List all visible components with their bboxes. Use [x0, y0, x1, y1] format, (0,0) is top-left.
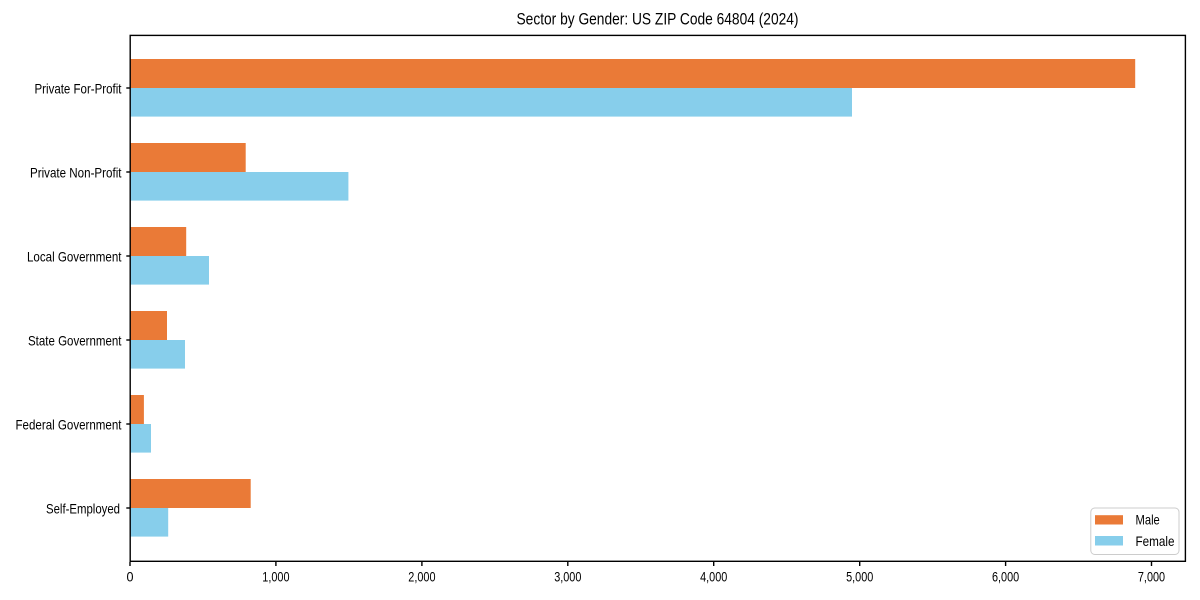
- svg-text:7,000: 7,000: [1138, 569, 1165, 585]
- svg-text:Male: Male: [1136, 511, 1160, 527]
- svg-text:Female: Female: [1136, 533, 1175, 549]
- svg-text:3,000: 3,000: [554, 569, 581, 585]
- svg-text:Private For-Profit: Private For-Profit: [35, 80, 122, 96]
- svg-text:4,000: 4,000: [700, 569, 727, 585]
- svg-text:1,000: 1,000: [262, 569, 289, 585]
- svg-text:0: 0: [127, 569, 134, 585]
- svg-text:Sector by Gender: US ZIP Code: Sector by Gender: US ZIP Code 64804 (202…: [517, 10, 799, 29]
- svg-text:2,000: 2,000: [408, 569, 435, 585]
- svg-text:5,000: 5,000: [846, 569, 873, 585]
- svg-text:Federal Government: Federal Government: [16, 416, 122, 432]
- svg-text:6,000: 6,000: [992, 569, 1019, 585]
- svg-text:Private Non-Profit: Private Non-Profit: [30, 164, 122, 180]
- svg-text:State Government: State Government: [28, 332, 122, 348]
- svg-text:Local Government: Local Government: [27, 248, 122, 264]
- svg-text:Self-Employed: Self-Employed: [46, 500, 120, 516]
